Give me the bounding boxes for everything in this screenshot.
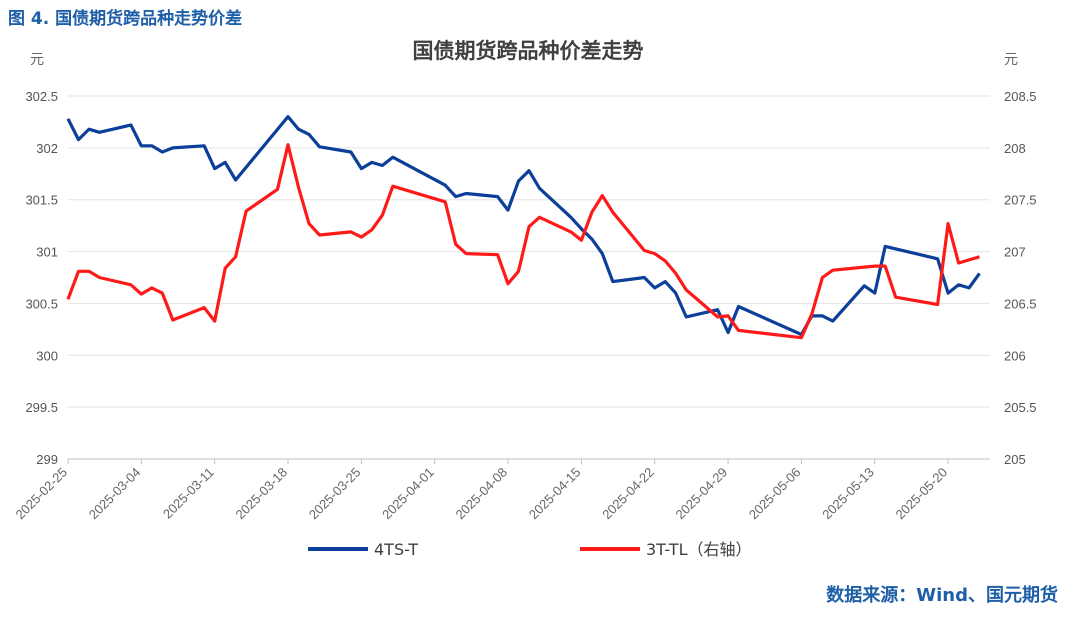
x-tick-label: 2025-03-25	[306, 465, 364, 523]
y-left-tick-label: 300	[36, 348, 58, 363]
y-right-tick-label: 205.5	[1004, 400, 1037, 415]
y-right-tick-label: 208	[1004, 141, 1026, 156]
right-axis-unit: 元	[1004, 52, 1018, 68]
series-lines	[66, 115, 981, 340]
x-tick-label: 2025-03-04	[86, 465, 144, 523]
left-axis-unit: 元	[30, 52, 44, 68]
x-tick-label: 2025-04-22	[599, 465, 657, 523]
y-right-tick-label: 207	[1004, 245, 1026, 260]
x-tick-label: 2025-03-11	[160, 465, 217, 522]
gridlines	[68, 95, 990, 460]
series-line-4ts-t	[66, 115, 981, 337]
x-tick-label: 2025-03-18	[233, 465, 291, 523]
y-right-tick-label: 206.5	[1004, 296, 1037, 311]
left-y-axis: 299 299.5 300 300.5 301 301.5 302 302.5	[25, 89, 58, 467]
source-note: 数据来源：Wind、国元期货	[826, 585, 1058, 606]
x-tick-label: 2025-04-15	[526, 465, 584, 523]
x-tick-label: 2025-05-06	[746, 465, 804, 523]
x-tick-label: 2025-04-08	[453, 465, 511, 523]
series-line-3t-tl	[66, 143, 980, 340]
y-right-tick-label: 207.5	[1004, 193, 1037, 208]
x-tick-label: 2025-04-01	[379, 465, 437, 523]
y-left-tick-label: 301.5	[25, 193, 58, 208]
legend-label-4ts-t: 4TS-T	[374, 540, 418, 559]
y-left-tick-label: 299	[36, 452, 58, 467]
y-right-tick-label: 205	[1004, 452, 1026, 467]
figure-title: 图 4. 国债期货跨品种走势价差	[8, 9, 243, 29]
x-tick-label: 2025-02-25	[12, 465, 70, 523]
right-y-axis: 205 205.5 206 206.5 207 207.5 208 208.5	[1004, 89, 1037, 467]
chart-title: 国债期货跨品种价差走势	[413, 39, 644, 63]
x-tick-label: 2025-05-13	[819, 465, 877, 523]
y-right-tick-label: 206	[1004, 348, 1026, 363]
x-axis: 2025-02-25 2025-03-04 2025-03-11 2025-03-18…	[12, 459, 950, 522]
y-right-tick-label: 208.5	[1004, 89, 1037, 104]
legend: 4TS-T 3T-TL（右轴）	[308, 540, 751, 559]
x-tick-label: 2025-04-29	[673, 465, 731, 523]
x-tick-label: 2025-05-20	[893, 465, 951, 523]
y-left-tick-label: 302	[36, 141, 58, 156]
y-left-tick-label: 300.5	[25, 296, 58, 311]
y-left-tick-label: 301	[36, 245, 58, 260]
y-left-tick-label: 302.5	[25, 89, 58, 104]
y-left-tick-label: 299.5	[25, 400, 58, 415]
legend-label-3t-tl: 3T-TL（右轴）	[646, 540, 751, 559]
